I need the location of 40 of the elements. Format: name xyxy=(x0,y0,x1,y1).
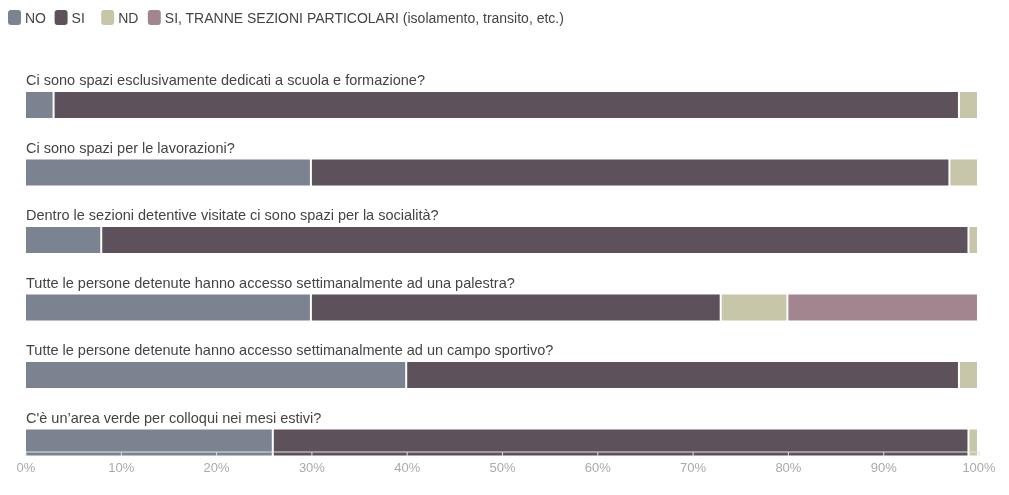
bar xyxy=(959,362,977,388)
bar xyxy=(407,362,958,388)
bar xyxy=(311,159,949,186)
x-tick-label: 50% xyxy=(489,460,516,475)
x-tick-label: 10% xyxy=(108,460,135,475)
legend-label: ND xyxy=(118,10,139,26)
x-tick-label: 100% xyxy=(962,460,997,475)
y-tick-label: C'è un’area verde per colloqui nei mesi estivi? xyxy=(26,409,322,426)
legend-label: SI xyxy=(71,10,85,26)
bar xyxy=(273,429,968,456)
bar xyxy=(950,159,977,186)
x-tick-label: 40% xyxy=(394,460,421,475)
bar xyxy=(969,227,977,253)
bar xyxy=(959,92,977,118)
bar xyxy=(26,92,53,118)
x-tick-label: 60% xyxy=(584,460,612,475)
bar xyxy=(102,227,968,253)
x-tick-label: 90% xyxy=(870,460,898,475)
x-tick-label: 20% xyxy=(203,460,231,475)
y-tick-label: Ci sono spazi per le lavorazioni? xyxy=(26,139,235,156)
bar xyxy=(26,227,101,253)
legend-label: NO xyxy=(25,10,47,26)
x-tick-label: 70% xyxy=(680,460,707,475)
y-tick-label: Tutte le persone detenute hanno accesso settimanalmente ad un campo sportivo? xyxy=(26,342,554,358)
legend-label: SI, TRANNE SEZIONI PARTICOLARI (isolamento, transito, etc.) xyxy=(164,10,564,26)
x-tick-label: 80% xyxy=(775,460,802,475)
x-tick-label: 0% xyxy=(16,460,36,475)
bar xyxy=(788,294,977,321)
bar xyxy=(721,294,787,321)
bar xyxy=(311,294,720,321)
y-tick-label: Ci sono spazi esclusivamente dedicati a scuola e formazione? xyxy=(26,72,425,88)
bar xyxy=(969,429,977,456)
y-tick-label: Dentro le sezioni detentive visitate ci sono spazi per la socialità? xyxy=(26,207,439,223)
bar xyxy=(26,294,310,321)
bar xyxy=(54,92,958,118)
bar xyxy=(26,362,406,388)
x-tick-label: 30% xyxy=(298,460,326,475)
bar xyxy=(26,159,310,186)
y-tick-label: Tutte le persone detenute hanno accesso settimanalmente ad una palestra? xyxy=(26,274,515,291)
bar xyxy=(26,429,272,456)
